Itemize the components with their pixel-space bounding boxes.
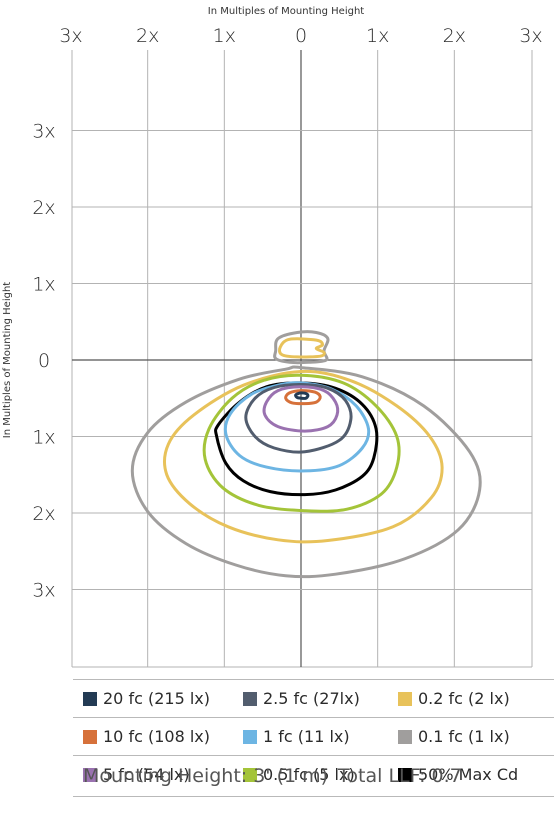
y-tick-label: 0 (38, 350, 50, 372)
x-tick-label: 2x (443, 25, 466, 47)
legend-label: 0.1 fc (1 lx) (418, 727, 510, 746)
legend-item: 20 fc (215 lx) (83, 689, 210, 708)
legend-label: 20 fc (215 lx) (103, 689, 210, 708)
x-tick-label: 3x (519, 25, 542, 47)
contour-1-fc-11-lx- (223, 381, 371, 473)
legend-label: 0.2 fc (2 lx) (418, 689, 510, 708)
legend-item: 10 fc (108 lx) (83, 727, 210, 746)
legend-swatch (83, 729, 97, 744)
legend-item: 1 fc (11 lx) (243, 727, 350, 746)
y-tick-label: 3x (32, 580, 55, 602)
y-tick-label: 1x (32, 427, 55, 449)
contour-0-1-fc-1-lx- (130, 365, 482, 579)
contour-20-fc-215-lx- (294, 391, 310, 400)
contour-50-max-cd (214, 381, 379, 497)
legend-swatch (243, 767, 257, 782)
legend-row: 20 fc (215 lx) 2.5 fc (27lx) 0.2 fc (2 lx) (73, 679, 554, 717)
legend-item: 0.1 fc (1 lx) (398, 727, 510, 746)
legend-swatch (398, 729, 412, 744)
legend-item: 50% Max Cd (398, 765, 518, 784)
y-tick-labels: 3x 2x 1x 0 1x 2x 3x (32, 121, 55, 602)
legend-label: 5 fc (54 lx) (103, 765, 190, 784)
x-tick-label: 1x (213, 25, 236, 47)
x-tick-label: 2x (136, 25, 159, 47)
contour-0-5-fc-5-lx- (202, 373, 401, 513)
contour-5-fc-54-lx- (262, 385, 340, 433)
x-tick-label: 0 (295, 25, 307, 47)
x-tick-label: 3x (59, 25, 82, 47)
contour-0-2-fc-2-lx- (163, 369, 444, 544)
contour-10-fc-108-lx- (284, 389, 322, 406)
legend-swatch (83, 767, 97, 782)
legend-item: 2.5 fc (27lx) (243, 689, 360, 708)
contour-0-2-fc-2-lx- (277, 337, 326, 359)
legend-swatch (83, 691, 97, 706)
mounting-height-label: Mounting Height: 3' (1 m) (83, 765, 329, 787)
y-tick-label: 1x (32, 274, 55, 296)
contour-layer (130, 330, 482, 579)
legend-item: 0.2 fc (2 lx) (398, 689, 510, 708)
y-tick-label: 2x (32, 197, 55, 219)
x-tick-label: 1x (366, 25, 389, 47)
isofootcandle-chart: In Multiples of Mounting Height In Multi… (2, 6, 543, 668)
legend-label: 50% Max Cd (418, 765, 519, 784)
legend-label: 2.5 fc (27lx) (263, 689, 360, 708)
legend-label: 0.5 fc (5 lx) (263, 765, 355, 784)
y-tick-label: 3x (32, 121, 55, 143)
legend-label: 1 fc (11 lx) (263, 727, 350, 746)
legend-swatch (398, 767, 412, 782)
legend-item: 5 fc (54 lx) (83, 765, 190, 784)
legend-row: 10 fc (108 lx) 1 fc (11 lx) 0.1 fc (1 lx) (73, 717, 554, 755)
x-tick-labels: 3x 2x 1x 0 1x 2x 3x (59, 25, 542, 47)
legend-swatch (398, 691, 412, 706)
total-llf-label: Total LLF: 0.7 (338, 765, 462, 787)
legend-swatch (243, 691, 257, 706)
contour-0-1-fc-1-lx- (273, 330, 330, 365)
y-tick-label: 2x (32, 503, 55, 525)
contour-2-5-fc-27lx- (244, 382, 353, 454)
legend-swatch (243, 729, 257, 744)
y-axis-title: In Multiples of Mounting Height (2, 282, 13, 439)
legend-item: 0.5 fc (5 lx) (243, 765, 355, 784)
footer: Mounting Height: 3' (1 m) Total LLF: 0.7 (73, 755, 554, 797)
x-axis-title: In Multiples of Mounting Height (208, 6, 365, 17)
legend-label: 10 fc (108 lx) (103, 727, 210, 746)
